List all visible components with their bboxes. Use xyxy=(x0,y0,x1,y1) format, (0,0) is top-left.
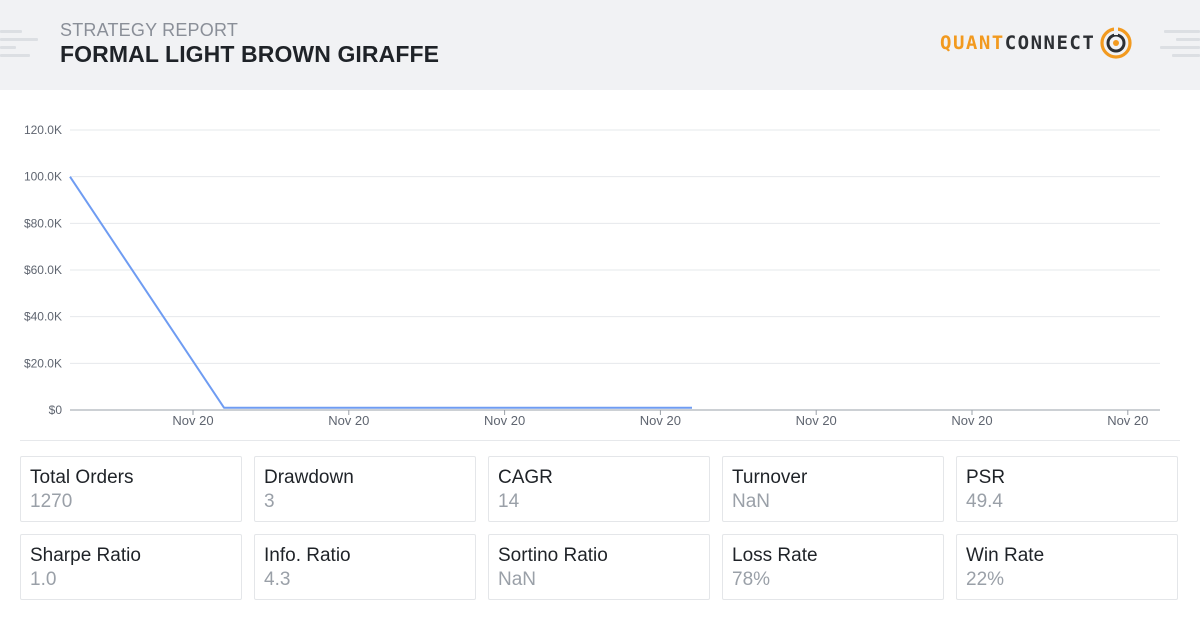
stat-value: 22% xyxy=(966,569,1005,590)
stat-label: Win Rate xyxy=(966,545,1045,566)
stat-value: 3 xyxy=(264,491,275,512)
stat-label: Sharpe Ratio xyxy=(30,545,141,566)
y-tick-label: $0 xyxy=(49,403,63,417)
stat-value: 49.4 xyxy=(966,491,1003,512)
stat-value: 4.3 xyxy=(264,569,291,590)
stat-value: NaN xyxy=(498,569,537,590)
stat-label: Sortino Ratio xyxy=(498,545,608,566)
quantconnect-logo[interactable]: QUANT CONNECT xyxy=(940,26,1133,60)
x-tick-label: Nov 20 xyxy=(796,413,837,428)
stat-card-drawdown: Drawdown 3 xyxy=(254,456,476,522)
logo-text-quant: QUANT xyxy=(940,32,1005,54)
header-decoration-right xyxy=(1160,24,1200,64)
stat-card-total-orders: Total Orders 1270 xyxy=(20,456,242,522)
stat-label: Info. Ratio xyxy=(264,545,351,566)
y-tick-label: 120.0K xyxy=(24,123,62,137)
chart-divider xyxy=(20,440,1180,441)
equity-chart-svg: $0 $20.0K $40.0K $60.0K $80.0K 100.0K 120.0K No… xyxy=(24,123,1160,428)
report-header: STRATEGY REPORT FORMAL LIGHT BROWN GIRAF… xyxy=(0,0,1200,90)
stat-value: 78% xyxy=(732,569,771,590)
stat-label: Drawdown xyxy=(264,467,354,488)
stat-value: NaN xyxy=(732,491,771,512)
stat-value: 1270 xyxy=(30,491,73,512)
y-tick-label: $60.0K xyxy=(24,263,62,277)
logo-text-connect: CONNECT xyxy=(1004,32,1096,54)
x-tick-label: Nov 20 xyxy=(484,413,525,428)
stat-label: Loss Rate xyxy=(732,545,818,566)
stat-card-psr: PSR 49.4 xyxy=(956,456,1178,522)
stat-value: 1.0 xyxy=(30,569,57,590)
equity-series-line xyxy=(69,176,692,409)
x-tick-label: Nov 20 xyxy=(1107,413,1148,428)
strategy-name-title: FORMAL LIGHT BROWN GIRAFFE xyxy=(60,41,440,67)
x-tick-label: Nov 20 xyxy=(172,413,213,428)
stat-card-sharpe-ratio: Sharpe Ratio 1.0 xyxy=(20,534,242,600)
stat-label: Total Orders xyxy=(30,467,134,488)
y-tick-label: $20.0K xyxy=(24,356,62,370)
stat-value: 14 xyxy=(498,491,520,512)
y-tick-label: $80.0K xyxy=(24,216,62,230)
stat-card-info-ratio: Info. Ratio 4.3 xyxy=(254,534,476,600)
x-tick-label: Nov 20 xyxy=(328,413,369,428)
stat-label: PSR xyxy=(966,467,1006,488)
y-tick-label: 100.0K xyxy=(24,170,62,184)
x-tick-label: Nov 20 xyxy=(951,413,992,428)
x-tick-label: Nov 20 xyxy=(640,413,681,428)
stat-card-turnover: Turnover NaN xyxy=(722,456,944,522)
header-decoration-left xyxy=(0,24,40,64)
stat-card-cagr: CAGR 14 xyxy=(488,456,710,522)
stat-label: CAGR xyxy=(498,467,553,488)
stat-card-sortino-ratio: Sortino Ratio NaN xyxy=(488,534,710,600)
stat-card-loss-rate: Loss Rate 78% xyxy=(722,534,944,600)
report-type-label: STRATEGY REPORT xyxy=(60,20,239,40)
quantconnect-logo-icon xyxy=(1100,27,1132,59)
y-tick-label: $40.0K xyxy=(24,310,62,324)
stat-label: Turnover xyxy=(732,467,808,488)
equity-chart: $0 $20.0K $40.0K $60.0K $80.0K 100.0K 120.0K No… xyxy=(0,90,1200,440)
stat-card-win-rate: Win Rate 22% xyxy=(956,534,1178,600)
